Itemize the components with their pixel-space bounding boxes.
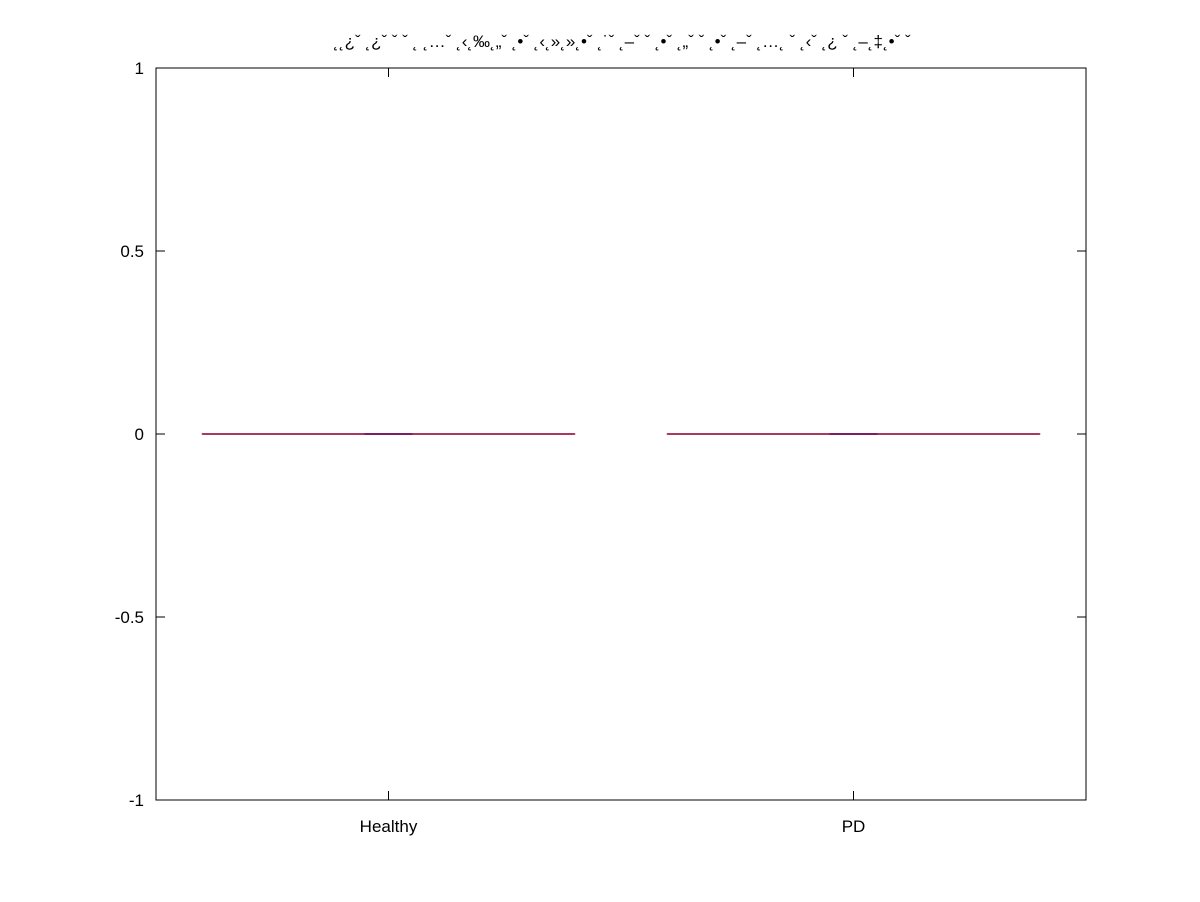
y-axis: 1 0.5 0 -0.5 -1 [115,59,1086,810]
y-tick-label: 0 [135,425,144,444]
y-tick-label: -1 [129,791,144,810]
chart-title: ˛˛¿ˇ ˛¿ˇ ˇ ˇ ˛ ˛…ˇ ˛‹˛‰˛„ˇ ˛•ˇ ˛‹˛»˛»˛•ˇ… [333,32,911,51]
y-tick-label: 1 [135,59,144,78]
y-tick-label: -0.5 [115,608,144,627]
x-tick-label: Healthy [360,817,418,836]
y-tick-label: 0.5 [120,242,144,261]
x-tick-label: PD [842,817,866,836]
x-axis: Healthy PD [360,68,866,836]
